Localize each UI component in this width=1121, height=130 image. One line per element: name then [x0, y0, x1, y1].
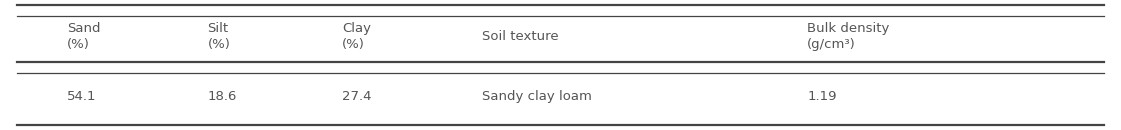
Text: Bulk density
(g/cm³): Bulk density (g/cm³): [807, 22, 889, 51]
Text: Silt
(%): Silt (%): [207, 22, 230, 51]
Text: Sandy clay loam: Sandy clay loam: [482, 90, 592, 103]
Text: 54.1: 54.1: [67, 90, 96, 103]
Text: Soil texture: Soil texture: [482, 30, 558, 43]
Text: 27.4: 27.4: [342, 90, 371, 103]
Text: 18.6: 18.6: [207, 90, 237, 103]
Text: Clay
(%): Clay (%): [342, 22, 371, 51]
Text: 1.19: 1.19: [807, 90, 836, 103]
Text: Sand
(%): Sand (%): [67, 22, 101, 51]
